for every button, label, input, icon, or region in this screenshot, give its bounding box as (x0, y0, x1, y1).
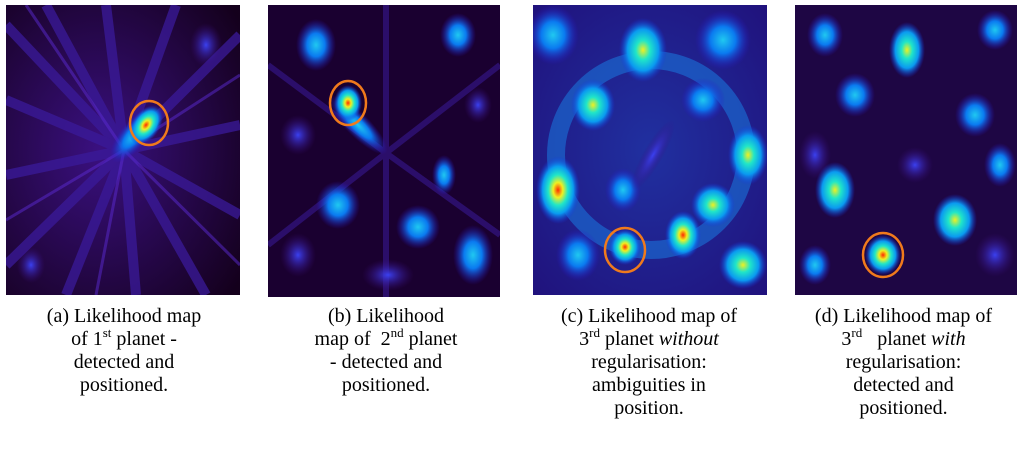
likelihood-map-c (533, 5, 767, 295)
caption-d: (d) Likelihood map of 3rd planet with re… (814, 305, 993, 419)
caption-c: (c) Likelihood map of 3rd planet without… (560, 305, 738, 419)
caption-b: (b) Likelihood map of 2nd planet - detec… (314, 305, 458, 396)
likelihood-map-a (6, 5, 240, 295)
detection-marker-circle (128, 99, 170, 147)
caption-a: (a) Likelihood map of 1st planet - detec… (46, 305, 202, 396)
radial-streaks (6, 5, 240, 295)
detection-marker-circle (861, 231, 905, 279)
detection-marker-circle (603, 226, 647, 274)
detection-marker-circle (328, 79, 368, 127)
likelihood-map-d (795, 5, 1017, 295)
likelihood-map-b (268, 5, 500, 297)
